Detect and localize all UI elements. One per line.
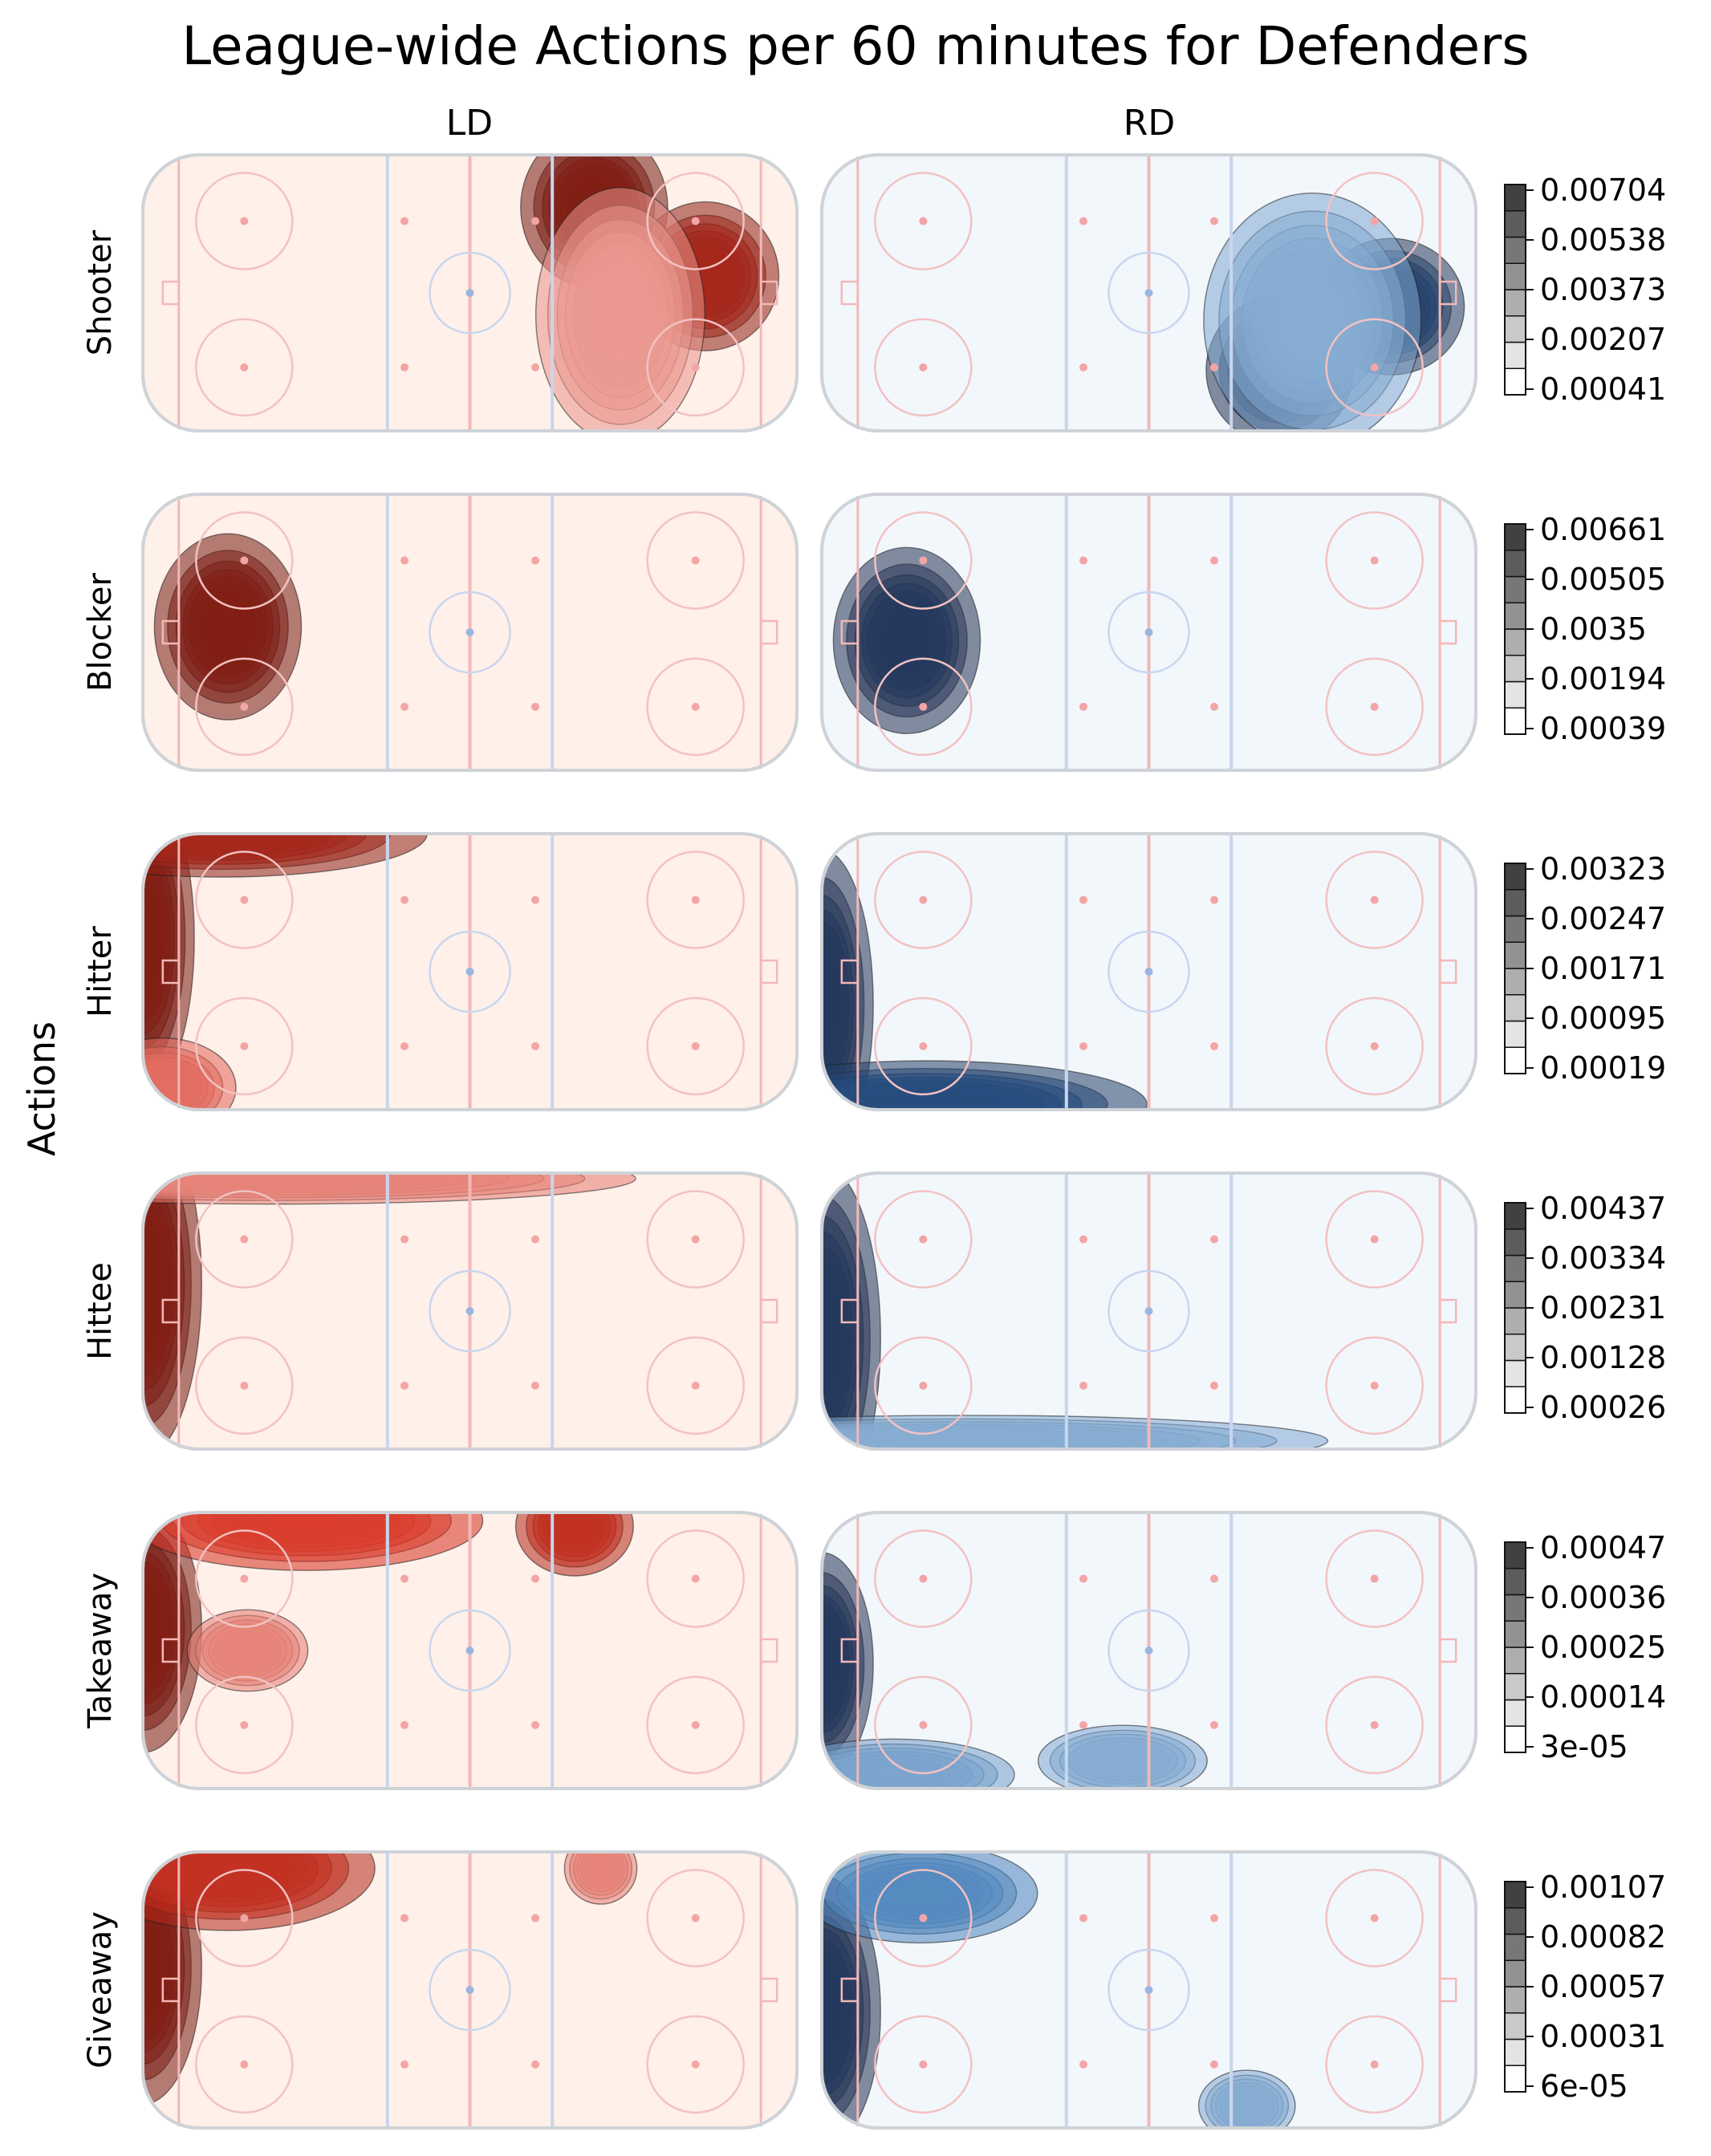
colorbar-tick-label: 0.00082 bbox=[1540, 1919, 1666, 1955]
panel-ld-hitter bbox=[141, 832, 799, 1111]
chart-title: League-wide Actions per 60 minutes for D… bbox=[181, 15, 1529, 77]
row-label-blocker: Blocker bbox=[82, 573, 119, 692]
panel-ld-blocker bbox=[141, 493, 799, 772]
colorbar-tick-label: 0.00373 bbox=[1540, 272, 1666, 307]
colorbar-tick-label: 0.00323 bbox=[1540, 851, 1666, 887]
row-label-takeaway: Takeaway bbox=[82, 1573, 119, 1729]
row-hittee: Hittee 0.00437 0.00334 0.00231 0.00128 0.0002… bbox=[82, 1171, 1666, 1451]
panel-ld-takeaway-peak-2 bbox=[143, 1512, 484, 1571]
colorbar-tick-label: 0.00194 bbox=[1540, 661, 1666, 696]
panel-rd-shooter-peak-3 bbox=[1203, 193, 1422, 431]
colorbar-tick-label: 0.00334 bbox=[1540, 1240, 1666, 1276]
panel-rd-blocker-peak-1 bbox=[832, 546, 981, 734]
panel-rd-takeaway-peak-2 bbox=[822, 1738, 1015, 1789]
colorbar-tick-label: 0.0035 bbox=[1540, 611, 1647, 647]
colorbar-tick-label: 0.00031 bbox=[1540, 2019, 1666, 2054]
panel-ld-blocker-peak-1 bbox=[153, 533, 303, 721]
colorbar-tick-label: 0.00247 bbox=[1540, 901, 1666, 936]
colorbar-tick-label: 0.00128 bbox=[1540, 1340, 1666, 1375]
panel-ld-takeaway-peak-3 bbox=[514, 1512, 634, 1577]
colorbar-tick-label: 0.00661 bbox=[1540, 512, 1666, 547]
colorbar-tick-label: 0.00026 bbox=[1540, 1390, 1666, 1425]
colorbar-tick-label: 0.00704 bbox=[1540, 173, 1666, 208]
column-title-rd: RD bbox=[1124, 103, 1175, 144]
rink-panels: Shooter 0.00704 0.00538 0.00373 0.00207 0.000… bbox=[82, 153, 1666, 2130]
panel-rd-takeaway-peak-3 bbox=[1037, 1724, 1208, 1789]
panel-ld-giveaway-peak-3 bbox=[563, 1852, 638, 1905]
panel-rd-hitter bbox=[820, 832, 1477, 1111]
colorbar-tick-label: 0.00025 bbox=[1540, 1630, 1666, 1665]
panel-ld-giveaway-peak-2 bbox=[143, 1852, 376, 1931]
colorbar-hittee: 0.00437 0.00334 0.00231 0.00128 0.00026 bbox=[1504, 1191, 1666, 1425]
colorbar-tick-label: 6e-05 bbox=[1540, 2069, 1628, 2104]
panel-ld-shooter-peak-3 bbox=[534, 187, 705, 431]
panel-ld-giveaway bbox=[141, 1850, 799, 2130]
colorbar-tick-label: 0.00047 bbox=[1540, 1530, 1666, 1565]
panel-rd-blocker bbox=[820, 493, 1477, 772]
panel-rd-giveaway-peak-3 bbox=[1197, 2069, 1296, 2128]
colorbar-shooter: 0.00704 0.00538 0.00373 0.00207 0.00041 bbox=[1504, 173, 1666, 407]
colorbar-tick-label: 0.00107 bbox=[1540, 1870, 1666, 1905]
colorbar-tick-label: 0.00039 bbox=[1540, 711, 1666, 746]
row-giveaway: Giveaway 0.00107 0.00082 0.00057 0.00031 6e-0… bbox=[82, 1850, 1666, 2130]
panel-ld-shooter bbox=[141, 153, 799, 432]
row-blocker: Blocker 0.00661 0.00505 0.0035 0.00194 0.0003… bbox=[82, 493, 1666, 772]
y-axis-label: Actions bbox=[20, 1021, 63, 1156]
colorbar-tick-label: 0.00505 bbox=[1540, 562, 1666, 597]
row-shooter: Shooter 0.00704 0.00538 0.00373 0.00207 0.000… bbox=[82, 153, 1666, 432]
panel-rd-shooter bbox=[820, 153, 1477, 432]
panel-ld-takeaway-peak-4 bbox=[186, 1609, 309, 1692]
panel-rd-hittee bbox=[820, 1171, 1477, 1451]
colorbar-tick-label: 0.00437 bbox=[1540, 1191, 1666, 1226]
colorbar-tick-label: 0.00538 bbox=[1540, 222, 1666, 258]
panel-ld-hitter-peak-3 bbox=[143, 1037, 237, 1110]
panel-ld-hittee bbox=[141, 1171, 799, 1451]
colorbar-blocker: 0.00661 0.00505 0.0035 0.00194 0.00039 bbox=[1504, 512, 1666, 746]
colorbar-tick-label: 0.00041 bbox=[1540, 372, 1666, 407]
colorbar-tick-label: 0.00057 bbox=[1540, 1969, 1666, 2004]
colorbar-takeaway: 0.00047 0.00036 0.00025 0.00014 3e-05 bbox=[1504, 1530, 1666, 1764]
row-label-shooter: Shooter bbox=[82, 229, 119, 355]
row-label-hitter: Hitter bbox=[82, 926, 119, 1017]
panel-rd-giveaway-peak-2 bbox=[822, 1852, 1038, 1944]
panel-ld-takeaway bbox=[141, 1511, 799, 1790]
colorbar-tick-label: 0.00014 bbox=[1540, 1679, 1666, 1715]
colorbar-tick-label: 0.00095 bbox=[1540, 1001, 1666, 1036]
colorbar-tick-label: 0.00036 bbox=[1540, 1580, 1666, 1615]
panel-rd-giveaway bbox=[820, 1850, 1477, 2130]
column-title-ld: LD bbox=[446, 103, 493, 144]
panel-rd-takeaway bbox=[820, 1511, 1477, 1790]
colorbar-tick-label: 0.00207 bbox=[1540, 322, 1666, 357]
colorbar-tick-label: 3e-05 bbox=[1540, 1729, 1628, 1764]
colorbar-hitter: 0.00323 0.00247 0.00171 0.00095 0.00019 bbox=[1504, 851, 1666, 1086]
row-label-hittee: Hittee bbox=[82, 1262, 119, 1360]
colorbar-giveaway: 0.00107 0.00082 0.00057 0.00031 6e-05 bbox=[1504, 1870, 1666, 2104]
row-label-giveaway: Giveaway bbox=[82, 1911, 119, 2069]
colorbar-tick-label: 0.00231 bbox=[1540, 1290, 1666, 1326]
colorbar-tick-label: 0.00019 bbox=[1540, 1050, 1666, 1086]
colorbar-tick-label: 0.00171 bbox=[1540, 951, 1666, 986]
row-takeaway: Takeaway 0.00047 0.00036 0.00025 0.00014 3e-0… bbox=[82, 1511, 1666, 1790]
row-hitter: Hitter 0.00323 0.00247 0.00171 0.00095 0.0001… bbox=[82, 832, 1666, 1111]
